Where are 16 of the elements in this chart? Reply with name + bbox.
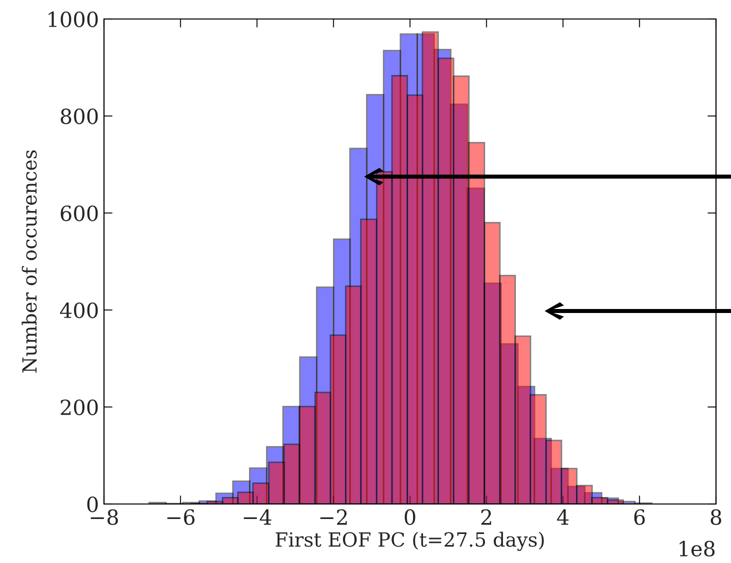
x-tick-label: 6 — [634, 509, 645, 525]
x-tick-label: −2 — [320, 509, 347, 525]
y-tick-label: 1000 — [48, 11, 98, 28]
x-tick-label: 0 — [404, 509, 416, 525]
x-tick-label: 8 — [710, 509, 722, 525]
y-tick-label: 800 — [60, 108, 98, 124]
x-tick-label: −4 — [244, 509, 272, 525]
y-tick-label: 200 — [60, 399, 98, 416]
text: 1e8 — [680, 540, 715, 556]
x-axis-title: First EOF PC (t=27.5 days) — [276, 532, 544, 551]
x-tick-label: 4 — [557, 509, 569, 525]
y-tick-label: 600 — [60, 205, 98, 222]
y-axis-title: Number of occurences — [22, 150, 37, 373]
x-tick-label: 2 — [481, 509, 492, 525]
y-tick-label: 400 — [60, 302, 98, 318]
x-tick-label: −6 — [167, 509, 195, 525]
